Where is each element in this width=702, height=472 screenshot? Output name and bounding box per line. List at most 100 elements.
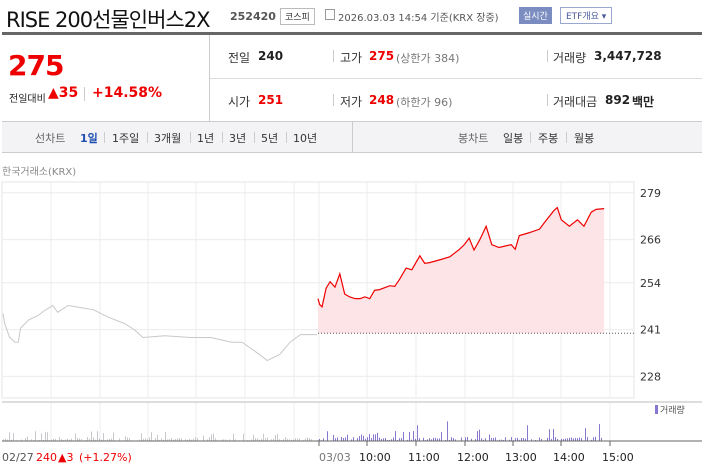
tab-1year[interactable]: 1년 (197, 132, 215, 145)
volume-bar (211, 434, 212, 441)
divider (352, 122, 353, 153)
volume-value: 3,447,728 (594, 49, 662, 63)
volume-bar (127, 437, 128, 441)
volume-bar (557, 438, 558, 441)
volume-bar (337, 437, 338, 441)
volume-bar (75, 433, 76, 441)
tab-1week[interactable]: 1주일 (112, 132, 140, 145)
volume-bar (51, 439, 52, 441)
volume-bar (423, 437, 424, 441)
volume-bar (139, 439, 140, 441)
volume-bar (525, 438, 526, 441)
y-tick-label: 228 (640, 370, 661, 383)
volume-bars (3, 421, 602, 441)
volume-bar (367, 437, 368, 441)
volume-bar (61, 439, 62, 441)
volume-bar (283, 439, 284, 441)
volume-bar (319, 438, 320, 441)
volume-bar (465, 437, 466, 441)
realtime-button[interactable]: 실시간 (519, 7, 552, 24)
volume-bar (363, 435, 364, 441)
volume-bar (587, 437, 588, 441)
tab-weekly-candle[interactable]: 주봉 (538, 132, 559, 145)
volume-bar (415, 438, 416, 441)
volume-bar (549, 429, 550, 441)
volume-bar (595, 436, 596, 441)
volume-bar (31, 439, 32, 441)
open-value: 251 (258, 93, 284, 107)
volume-bar (95, 439, 96, 441)
volume-bar (125, 436, 126, 441)
volume-bar (5, 438, 6, 441)
volume-bar (519, 439, 520, 441)
volume-bar (251, 439, 252, 441)
volume-bar (99, 438, 100, 441)
volume-bar (335, 438, 336, 441)
tab-10year[interactable]: 10년 (293, 132, 318, 145)
volume-bar (375, 434, 376, 441)
volume-bar (151, 432, 152, 441)
y-tick-label: 241 (640, 324, 661, 337)
volume-bar (479, 429, 480, 441)
tab-5year[interactable]: 5년 (261, 132, 279, 145)
volume-bar (147, 439, 148, 441)
divider (333, 50, 334, 62)
volume-bar (3, 439, 4, 441)
volume-bar (599, 424, 600, 441)
divider (84, 87, 85, 101)
volume-bar (81, 439, 82, 441)
volume-bar (431, 439, 432, 441)
volume-bar (591, 439, 592, 441)
volume-bar (569, 437, 570, 441)
volume-bar (297, 438, 298, 441)
volume-bar (333, 434, 334, 441)
volume-bar (401, 438, 402, 441)
tab-1day[interactable]: 1일 (80, 132, 98, 145)
divider (147, 132, 148, 143)
volume-bar (175, 438, 176, 441)
divider (530, 132, 531, 143)
prev-change: ▲3 (58, 451, 73, 464)
calendar-icon (325, 9, 335, 20)
volume-bar (455, 439, 456, 441)
volume-bar (389, 439, 390, 441)
volume-bar (475, 439, 476, 441)
divider (222, 132, 223, 143)
change-percent: +14.58% (92, 85, 163, 101)
tab-3month[interactable]: 3개월 (154, 132, 182, 145)
volume-bar (41, 433, 42, 441)
volume-bar (97, 431, 98, 441)
etf-overview-dropdown[interactable]: ETF개요 ▾ (560, 7, 613, 24)
volume-bar (109, 438, 110, 441)
volume-bar (477, 431, 478, 441)
volume-bar (399, 438, 400, 441)
volume-bar (35, 431, 36, 441)
x-tick-label: 03/03 (319, 451, 351, 464)
volume-bar (181, 438, 182, 441)
volume-bar (353, 437, 354, 441)
volume-bar (47, 432, 48, 441)
volume-bar (85, 439, 86, 441)
today-line (317, 206, 605, 309)
volume-bar (193, 438, 194, 441)
prev-date: 02/27 (2, 451, 34, 464)
volume-bar (53, 439, 54, 441)
volume-bar (581, 438, 582, 441)
volume-bar (45, 431, 46, 441)
volume-bar (189, 438, 190, 441)
volume-bar (387, 439, 388, 441)
volume-label: 거래량 (553, 51, 587, 65)
high-label: 고가 (340, 51, 363, 65)
tab-daily-candle[interactable]: 일봉 (503, 132, 524, 145)
volume-bar (191, 439, 192, 441)
volume-bar (213, 433, 214, 441)
volume-bar (323, 438, 324, 441)
volume-bar (155, 437, 156, 441)
volume-bar (93, 437, 94, 441)
x-tick-label: 12:00 (457, 451, 489, 464)
high-value: 275 (369, 49, 395, 63)
tab-monthly-candle[interactable]: 월봉 (574, 132, 595, 145)
volume-bar (575, 437, 576, 441)
tab-3year[interactable]: 3년 (229, 132, 247, 145)
volume-bar (169, 438, 170, 441)
